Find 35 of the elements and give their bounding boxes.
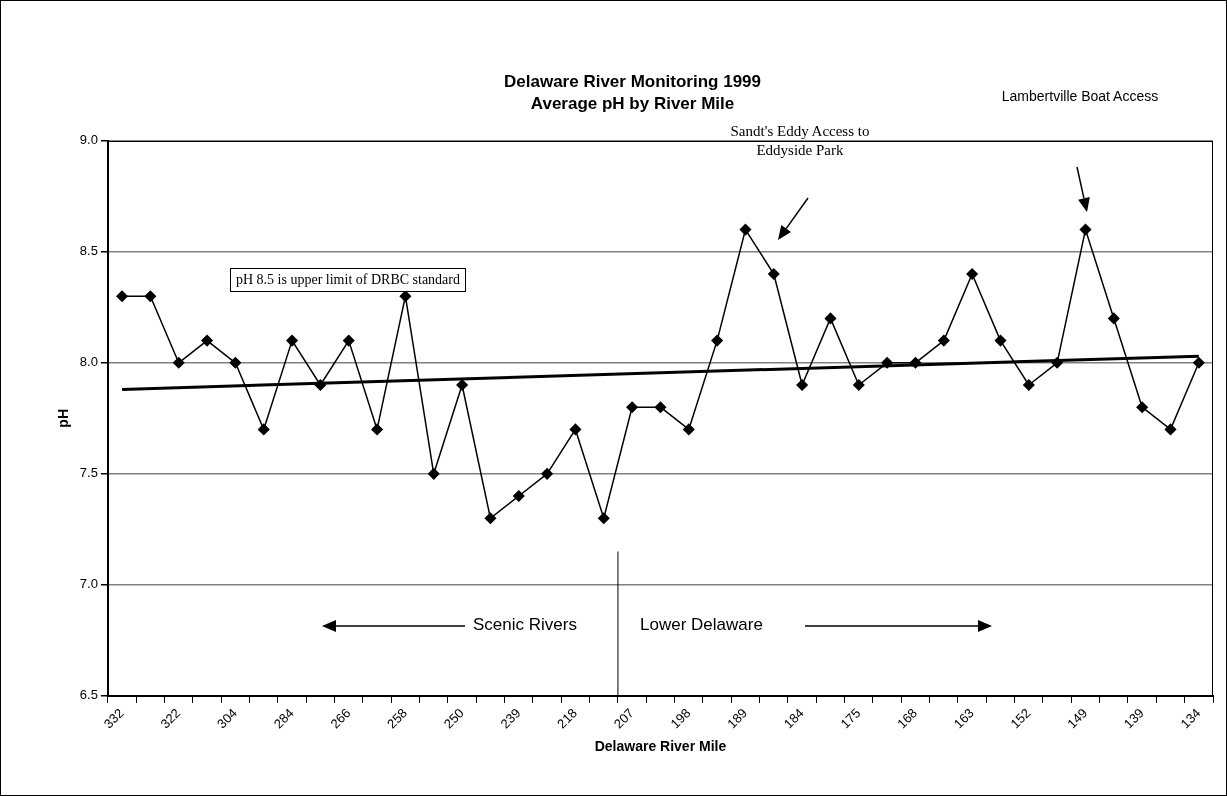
chart-title: Delaware River Monitoring 1999 [504, 71, 761, 91]
x-tick-label: 134 [1177, 705, 1204, 732]
x-tick-label: 149 [1064, 705, 1091, 732]
x-tick-label: 168 [894, 705, 921, 732]
annotation: Sandt's Eddy Access to Eddyside Park [729, 122, 871, 160]
x-axis-title: Delaware River Mile [594, 738, 727, 755]
y-tick-label: 8.0 [79, 354, 98, 370]
x-tick-label: 163 [950, 705, 977, 732]
chart-subtitle: Average pH by River Mile [530, 94, 735, 114]
x-tick-label: 189 [724, 705, 751, 732]
x-tick-label: 184 [780, 705, 807, 732]
x-tick-label: 152 [1007, 705, 1034, 732]
y-axis-title: pH [55, 408, 72, 428]
x-tick-label: 250 [440, 705, 467, 732]
x-tick-label: 239 [497, 705, 524, 732]
y-tick-label: 7.0 [79, 576, 98, 592]
x-tick-label: 304 [214, 705, 241, 732]
x-tick-label: 198 [667, 705, 694, 732]
x-tick-label: 332 [100, 705, 127, 732]
y-tick-label: 6.5 [79, 687, 98, 703]
x-tick-label: 322 [157, 705, 184, 732]
x-tick-label: 218 [554, 705, 581, 732]
y-tick-label: 8.5 [79, 243, 98, 259]
x-tick-label: 207 [610, 705, 637, 732]
x-tick-label: 139 [1120, 705, 1147, 732]
x-tick-label: 175 [837, 705, 864, 732]
y-tick-label: 9.0 [79, 132, 98, 148]
x-tick-label: 266 [327, 705, 354, 732]
y-tick-label: 7.5 [79, 465, 98, 481]
annotation: Lower Delaware [640, 615, 763, 635]
x-tick-label: 258 [384, 705, 411, 732]
text: Lambertville Boat Access [1000, 88, 1160, 106]
annotation: pH 8.5 is upper limit of DRBC standard [230, 268, 466, 292]
annotation: Scenic Rivers [473, 615, 577, 635]
x-tick-label: 284 [270, 705, 297, 732]
